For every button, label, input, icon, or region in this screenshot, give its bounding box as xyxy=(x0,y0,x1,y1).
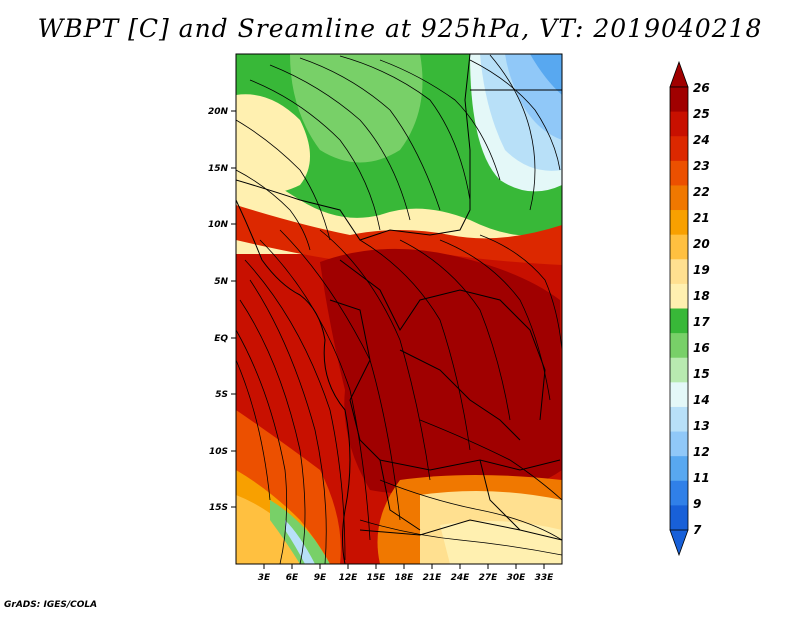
colorbar-label: 18 xyxy=(693,289,710,303)
x-tick-label: 24E xyxy=(451,573,471,583)
colorbar-band xyxy=(670,283,688,309)
colorbar-label: 15 xyxy=(693,367,710,381)
y-tick-label: 10N xyxy=(208,220,229,230)
colorbar-band xyxy=(670,480,688,506)
colorbar-band xyxy=(670,308,688,334)
colorbar-band xyxy=(670,160,688,186)
y-tick-label: 10S xyxy=(209,447,228,457)
x-tick-label: 30E xyxy=(507,573,527,583)
x-tick-label: 27E xyxy=(479,573,499,583)
colorbar-top-arrow xyxy=(669,60,689,88)
colorbar-band xyxy=(670,185,688,211)
colorbar-label: 7 xyxy=(693,523,702,537)
colorbar-label: 25 xyxy=(693,107,710,121)
colorbar-band xyxy=(670,259,688,285)
y-tick-label: 15N xyxy=(208,164,229,174)
y-tick-label: 15S xyxy=(209,503,228,513)
map-title: WBPT [C] and Sreamline at 925hPa, VT: 20… xyxy=(37,14,763,43)
colorbar-label: 14 xyxy=(693,393,710,407)
y-tick-label: 5N xyxy=(214,277,228,287)
colorbar-label: 17 xyxy=(693,315,710,329)
colorbar-band xyxy=(670,406,688,433)
colorbar-band xyxy=(670,431,688,457)
colorbar-band xyxy=(670,111,688,137)
colorbar-label: 19 xyxy=(693,263,710,277)
colorbar-label: 22 xyxy=(693,185,710,199)
colorbar-label: 26 xyxy=(693,81,710,95)
footer-credit: GrADS: IGES/COLA xyxy=(4,600,98,610)
x-tick-label: 15E xyxy=(367,573,387,583)
colorbar-bottom-arrow xyxy=(669,529,689,557)
colorbar-label: 23 xyxy=(693,159,710,173)
colorbar-label: 11 xyxy=(693,471,710,485)
colorbar-band xyxy=(670,87,688,113)
colorbar-label: 21 xyxy=(693,211,710,225)
x-axis: 3E 6E 9E 12E 15E 18E 21E 24E 27E 30E 33E xyxy=(258,564,554,583)
colorbar-band xyxy=(670,357,688,383)
colorbar-label: 13 xyxy=(693,419,710,433)
colorbar-label: 12 xyxy=(693,445,710,459)
colorbar-band xyxy=(670,333,688,359)
colorbar-label: 9 xyxy=(693,497,701,511)
colorbar-label: 16 xyxy=(693,341,710,355)
colorbar-band xyxy=(670,382,688,408)
colorbar: 26 25 24 23 22 21 20 19 18 17 16 15 14 1… xyxy=(669,60,710,557)
x-tick-label: 33E xyxy=(535,573,555,583)
country-borders xyxy=(236,54,562,564)
colorbar-outline xyxy=(669,86,689,531)
colorbar-band xyxy=(670,210,688,236)
colorbar-band xyxy=(670,234,688,260)
x-tick-label: 6E xyxy=(286,573,299,583)
colorbar-band xyxy=(670,136,688,162)
streamlines xyxy=(236,54,562,564)
x-tick-label: 18E xyxy=(395,573,415,583)
y-axis: 20N 15N 10N 5N EQ 5S 10S 15S xyxy=(208,107,236,513)
y-tick-label: 20N xyxy=(208,107,229,117)
colorbar-band xyxy=(670,456,688,482)
x-tick-label: 21E xyxy=(423,573,443,583)
x-tick-label: 12E xyxy=(339,573,359,583)
colorbar-band xyxy=(670,505,688,531)
colorbar-label: 24 xyxy=(693,133,710,147)
colorbar-label: 20 xyxy=(693,237,710,251)
y-tick-label: 5S xyxy=(215,390,228,400)
x-tick-label: 9E xyxy=(314,573,327,583)
y-tick-label: EQ xyxy=(214,334,228,344)
x-tick-label: 3E xyxy=(258,573,271,583)
map-frame xyxy=(235,53,563,565)
